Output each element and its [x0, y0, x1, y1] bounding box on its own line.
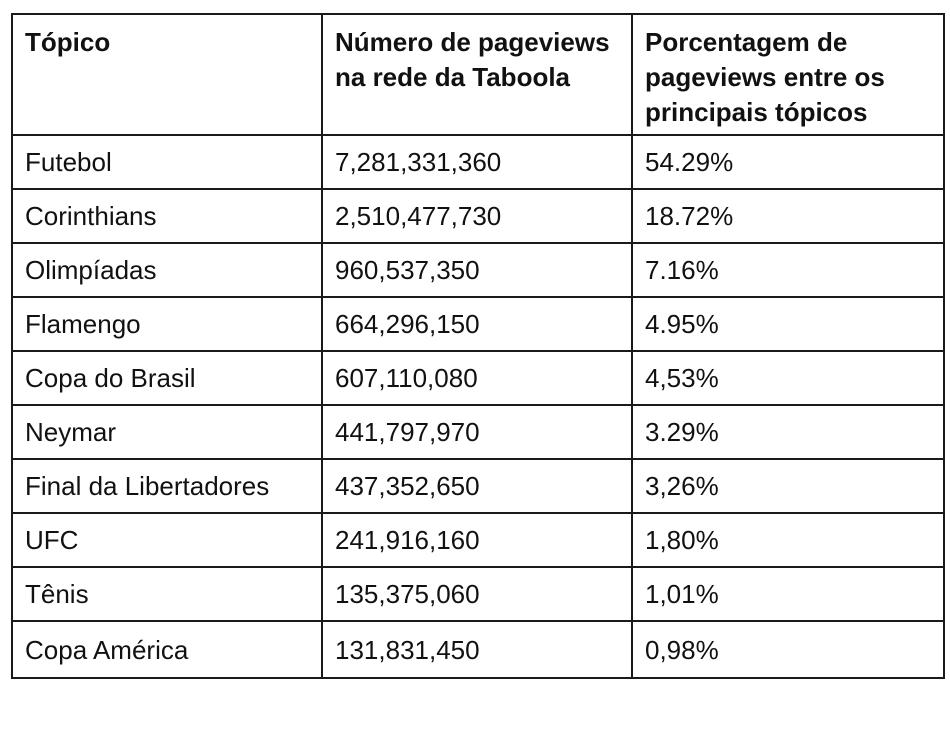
topics-table-container: Tópico Número de pageviews na rede da Ta… [11, 13, 945, 679]
table-row: Copa do Brasil 607,110,080 4,53% [11, 350, 945, 406]
cell-topic: Flamengo [11, 296, 323, 352]
cell-percentage: 1,01% [631, 566, 945, 622]
cell-percentage: 1,80% [631, 512, 945, 568]
cell-topic: Corinthians [11, 188, 323, 244]
table-row: Flamengo 664,296,150 4.95% [11, 296, 945, 352]
cell-percentage: 3,26% [631, 458, 945, 514]
cell-pageviews: 607,110,080 [321, 350, 633, 406]
cell-topic: Final da Libertadores [11, 458, 323, 514]
cell-percentage: 7.16% [631, 242, 945, 298]
header-percentage: Porcentagem de pageviews entre os princi… [631, 13, 945, 136]
table-header-row: Tópico Número de pageviews na rede da Ta… [11, 13, 945, 136]
cell-pageviews: 131,831,450 [321, 620, 633, 679]
header-topic: Tópico [11, 13, 323, 136]
cell-pageviews: 2,510,477,730 [321, 188, 633, 244]
header-pageviews: Número de pageviews na rede da Taboola [321, 13, 633, 136]
cell-percentage: 4,53% [631, 350, 945, 406]
table-row: UFC 241,916,160 1,80% [11, 512, 945, 568]
cell-topic: Olimpíadas [11, 242, 323, 298]
topics-table: Tópico Número de pageviews na rede da Ta… [11, 13, 945, 679]
cell-topic: Futebol [11, 134, 323, 190]
cell-percentage: 4.95% [631, 296, 945, 352]
cell-pageviews: 664,296,150 [321, 296, 633, 352]
cell-percentage: 54.29% [631, 134, 945, 190]
cell-percentage: 0,98% [631, 620, 945, 679]
cell-pageviews: 7,281,331,360 [321, 134, 633, 190]
cell-pageviews: 441,797,970 [321, 404, 633, 460]
cell-topic: Copa América [11, 620, 323, 679]
cell-percentage: 18.72% [631, 188, 945, 244]
cell-topic: Neymar [11, 404, 323, 460]
table-row: Neymar 441,797,970 3.29% [11, 404, 945, 460]
table-row: Olimpíadas 960,537,350 7.16% [11, 242, 945, 298]
cell-topic: UFC [11, 512, 323, 568]
cell-pageviews: 960,537,350 [321, 242, 633, 298]
cell-pageviews: 241,916,160 [321, 512, 633, 568]
cell-pageviews: 437,352,650 [321, 458, 633, 514]
table-row: Corinthians 2,510,477,730 18.72% [11, 188, 945, 244]
cell-topic: Tênis [11, 566, 323, 622]
table-row: Final da Libertadores 437,352,650 3,26% [11, 458, 945, 514]
cell-pageviews: 135,375,060 [321, 566, 633, 622]
cell-percentage: 3.29% [631, 404, 945, 460]
table-row: Futebol 7,281,331,360 54.29% [11, 134, 945, 190]
cell-topic: Copa do Brasil [11, 350, 323, 406]
table-row: Copa América 131,831,450 0,98% [11, 620, 945, 679]
table-row: Tênis 135,375,060 1,01% [11, 566, 945, 622]
